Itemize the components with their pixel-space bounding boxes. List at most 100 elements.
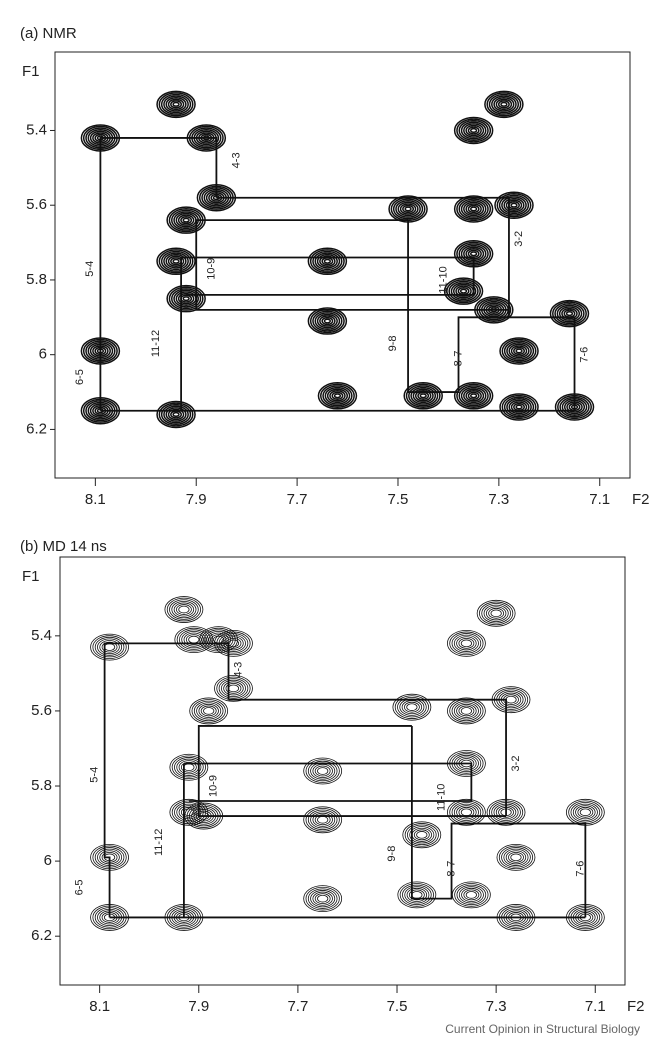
x-tick-label: 8.1	[89, 998, 110, 1015]
contour-ring	[173, 103, 179, 107]
contour-ring	[173, 413, 179, 417]
contour-ring	[454, 703, 478, 719]
walk-label: 5-4	[84, 261, 96, 277]
contour-ring	[175, 627, 213, 653]
contour-ring	[304, 807, 342, 833]
cross-peak	[455, 383, 493, 409]
contour-ring	[447, 698, 485, 724]
y-tick-label: 6.2	[26, 420, 47, 437]
panel: (b) MD 14 nsF1F25.45.65.866.28.17.97.77.…	[20, 538, 645, 1015]
contour-ring	[417, 831, 427, 838]
figure: Current Opinion in Structural Biology (a…	[0, 0, 649, 1043]
walk-label: 6-5	[74, 369, 86, 385]
cross-peak	[389, 196, 427, 222]
contour-ring	[170, 754, 208, 780]
walk-label: 9-8	[387, 336, 399, 352]
contour-ring	[405, 887, 429, 903]
contour-ring	[221, 680, 245, 696]
contour-ring	[477, 600, 515, 626]
contour-ring	[203, 708, 213, 715]
walk-label: 8-7	[452, 350, 464, 366]
contour-ring	[197, 703, 221, 719]
cross-peak	[304, 758, 342, 784]
cross-peak	[447, 698, 485, 724]
walk-label: 5-4	[89, 767, 101, 783]
contour-ring	[447, 799, 485, 825]
walk-label: 9-8	[386, 846, 398, 862]
contour-ring	[471, 129, 477, 133]
contour-ring	[304, 886, 342, 912]
x-tick-label: 7.7	[287, 998, 308, 1015]
x-axis-label: F2	[632, 491, 649, 508]
contour-ring	[452, 882, 490, 908]
contour-ring	[173, 259, 179, 263]
cross-peak	[500, 394, 538, 420]
contour-ring	[471, 252, 477, 256]
walk-label: 11-10	[436, 784, 448, 811]
x-tick-label: 8.1	[85, 491, 106, 508]
contour-ring	[189, 636, 199, 643]
contour-ring	[311, 890, 335, 906]
y-tick-label: 6.2	[31, 927, 52, 944]
walk-label: 11-12	[153, 829, 165, 856]
cross-peak	[447, 630, 485, 656]
y-axis-label: F1	[22, 63, 40, 80]
cross-peak	[304, 886, 342, 912]
cross-peak	[497, 844, 535, 870]
cross-peak	[157, 91, 195, 117]
contour-ring	[447, 630, 485, 656]
walk-label: 7-6	[579, 347, 591, 363]
contour-ring	[177, 804, 201, 820]
cross-peak	[304, 807, 342, 833]
contour-ring	[311, 812, 335, 828]
x-tick-label: 7.1	[585, 998, 606, 1015]
x-tick-label: 7.9	[186, 491, 207, 508]
contour-ring	[324, 319, 330, 323]
contour-ring	[405, 207, 411, 211]
contour-ring	[304, 758, 342, 784]
contour-ring	[165, 597, 203, 623]
walk-label: 4-3	[232, 662, 244, 678]
contour-ring	[511, 203, 517, 207]
contour-ring	[466, 891, 476, 898]
cross-peak	[452, 882, 490, 908]
contour-ring	[566, 799, 604, 825]
contour-ring	[317, 768, 327, 775]
walk-line	[412, 726, 585, 917]
contour-ring	[228, 685, 238, 692]
cross-peak	[157, 248, 195, 274]
cross-peak	[445, 278, 483, 304]
y-tick-label: 5.6	[26, 196, 47, 213]
cross-peak	[190, 698, 228, 724]
walk-label: 3-2	[510, 756, 522, 772]
contour-ring	[311, 763, 335, 779]
contour-ring	[97, 639, 121, 655]
cross-peak	[495, 192, 533, 218]
cross-peak	[404, 383, 442, 409]
contour-ring	[172, 601, 196, 617]
cross-peak	[393, 694, 431, 720]
cross-peak	[485, 91, 523, 117]
walk-label: 6-5	[74, 879, 86, 895]
contour-ring	[567, 312, 573, 316]
y-tick-label: 6	[39, 346, 47, 363]
cross-peak	[308, 248, 346, 274]
walk-label: 4-3	[230, 152, 242, 168]
contour-ring	[420, 394, 426, 398]
x-axis-label: F2	[627, 998, 645, 1015]
contour-ring	[501, 103, 507, 107]
cross-peak	[403, 822, 441, 848]
y-tick-label: 6	[44, 852, 52, 869]
cross-peak	[157, 401, 195, 427]
contour-ring	[461, 809, 471, 816]
x-tick-label: 7.9	[188, 998, 209, 1015]
contour-ring	[183, 218, 189, 222]
contour-ring	[335, 394, 341, 398]
cross-peak	[455, 117, 493, 143]
contour-ring	[471, 207, 477, 211]
contour-ring	[91, 634, 129, 660]
contour-ring	[214, 675, 252, 701]
contour-ring	[511, 854, 521, 861]
contour-ring	[506, 696, 516, 703]
x-tick-label: 7.1	[589, 491, 610, 508]
